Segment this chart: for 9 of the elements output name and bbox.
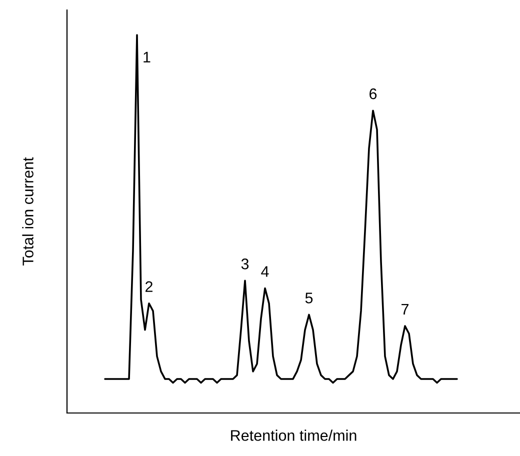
annotation: 1 [144,52,150,62]
annotation: 5 [305,292,313,304]
annotation: 3 [241,258,249,270]
annotation: 7 [402,304,408,315]
annotation: 6 [370,88,377,100]
y-axis-title: Total ion current [22,157,34,266]
x-axis-title: Retention time/min [231,430,356,441]
annotation: 2 [146,281,152,292]
annotation: 4 [261,266,269,277]
